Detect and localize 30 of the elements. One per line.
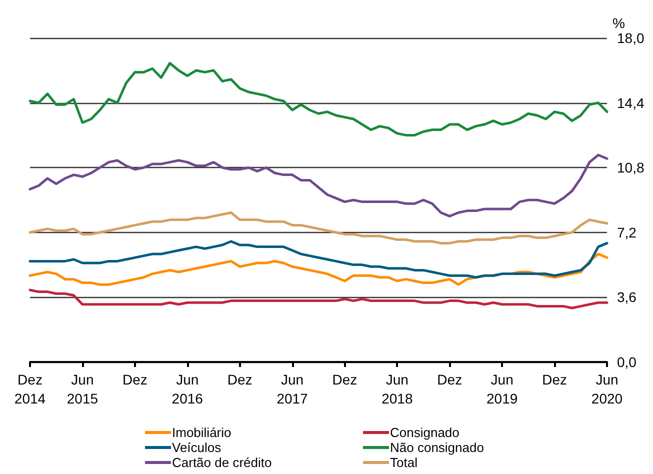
legend-label: Não consignado (390, 440, 484, 455)
y-axis-title: % (612, 15, 625, 31)
line-series (28, 211, 608, 244)
legend-label: Imobiliário (172, 425, 232, 440)
line-series (28, 240, 608, 279)
x-tick-label: Jun 2015 (66, 372, 98, 406)
y-tick-label: 3,6 (617, 289, 637, 306)
x-tick-label: Jun 2019 (486, 372, 518, 406)
x-tick-label: Dez (122, 372, 148, 388)
line-series (28, 154, 608, 218)
x-tick-label: Jun 2020 (591, 372, 623, 406)
legend-label: Total (390, 455, 418, 470)
x-tick-label: Jun 2017 (276, 372, 308, 406)
x-tick-label: Jun 2016 (172, 372, 204, 406)
x-tick-label: Jun 2018 (382, 372, 413, 406)
y-tick-label: 18,0 (617, 30, 644, 46)
legend-label: Cartão de crédito (172, 455, 272, 470)
y-tick-label: 0,0 (617, 354, 637, 370)
y-tick-label: 14,4 (617, 94, 644, 111)
y-tick-label: 10,8 (617, 160, 644, 176)
x-tick-label: Dez (227, 372, 252, 388)
line-series (28, 62, 608, 136)
legend-label: Consignado (390, 425, 460, 440)
x-tick-label: Dez (332, 372, 358, 388)
legend-label: Veículos (172, 440, 222, 455)
x-tick-label: Dez (437, 372, 462, 388)
line-series (28, 288, 608, 310)
x-tick-label: Dez 2014 (14, 372, 46, 406)
x-tick-label: Dez (542, 372, 567, 388)
y-tick-label: 7,2 (617, 224, 637, 240)
